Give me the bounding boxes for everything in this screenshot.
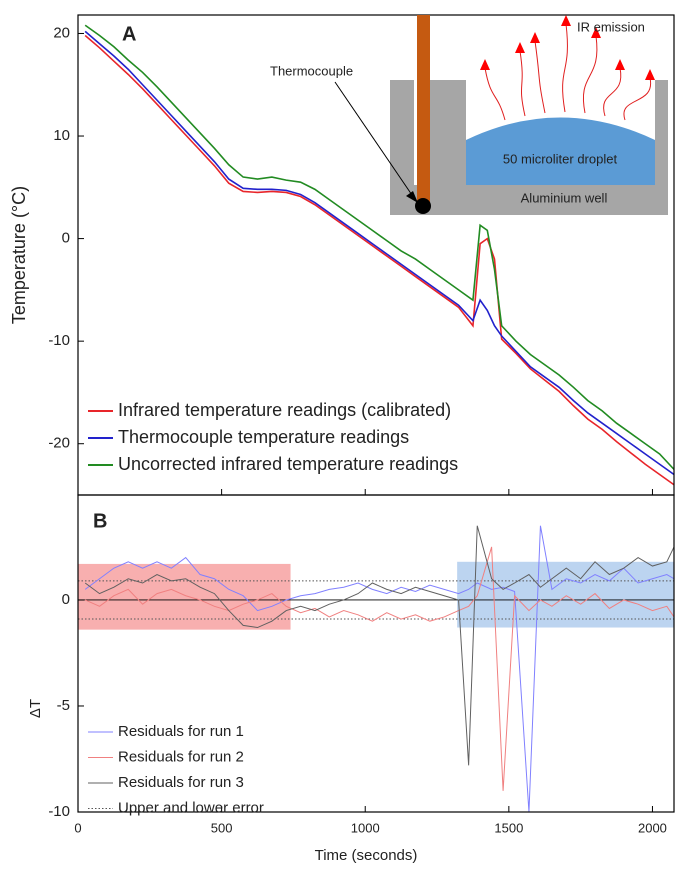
ir-ray [623,77,652,121]
y-tick-label: -5 [57,697,70,714]
inset-label: Thermocouple [270,63,353,78]
ir-arrowhead [645,69,655,80]
pointer-head [406,191,418,203]
pointer-line [334,81,415,199]
legend-label: Residuals for run 3 [118,774,244,791]
y-tick-label: 10 [53,127,70,144]
inset-label: Aluminium well [521,190,608,205]
probe-tip [415,198,431,214]
y-axis-label: Temperature (°C) [9,186,29,324]
x-tick-label: 1500 [494,820,523,835]
well-wall [655,80,668,215]
legend-label: Infrared temperature readings (calibrate… [118,400,451,420]
legend-label: Residuals for run 2 [118,748,244,765]
ir-ray [519,50,526,117]
series-line [84,525,675,766]
ir-arrowhead [615,59,625,70]
x-tick-label: 2000 [638,820,667,835]
ir-ray [562,23,568,113]
probe [417,15,430,205]
inset-label: 50 microliter droplet [503,151,618,166]
series-line [84,525,675,813]
legend-label: Thermocouple temperature readings [118,427,409,447]
y-tick-label: 0 [62,230,70,247]
inset-label: IR emission [577,19,645,34]
legend-label: Uncorrected infrared temperature reading… [118,454,458,474]
ir-arrowhead [591,27,601,38]
droplet [466,117,655,185]
y-tick-label: 0 [62,591,70,608]
inset-diagram: Thermocouple IR emission 50 microliter dro… [270,15,668,215]
plot-frame [77,494,675,813]
y-tick-label: 20 [53,24,70,41]
y-tick-label: -10 [48,803,70,820]
legend-label: Residuals for run 1 [118,723,244,740]
x-tick-label: 1000 [351,820,380,835]
x-tick-label: 0 [74,820,81,835]
ir-ray [534,40,546,114]
x-tick-label: 500 [211,820,233,835]
legend-label: Upper and lower error [118,799,264,816]
y-tick-label: -20 [48,435,70,452]
panel-label: A [122,23,136,45]
series-line [84,34,675,486]
ir-arrowhead [515,42,525,53]
panel-label: B [93,510,107,532]
series-line [84,24,675,470]
ir-ray [583,35,598,114]
ir-arrowhead [530,32,540,43]
series-line [84,30,675,476]
ir-ray [484,67,506,121]
ir-arrowhead [480,59,490,70]
shaded-region [78,563,291,630]
well-floor [390,185,668,215]
y-tick-label: -10 [48,332,70,349]
series-line [84,546,675,791]
y-axis-label: ΔT [27,699,44,718]
ir-arrowhead [561,15,571,26]
x-axis-label: Time (seconds) [315,847,418,864]
ir-ray [603,67,622,117]
